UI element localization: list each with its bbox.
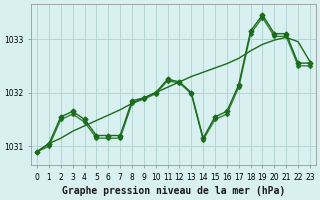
X-axis label: Graphe pression niveau de la mer (hPa): Graphe pression niveau de la mer (hPa) [62, 186, 285, 196]
